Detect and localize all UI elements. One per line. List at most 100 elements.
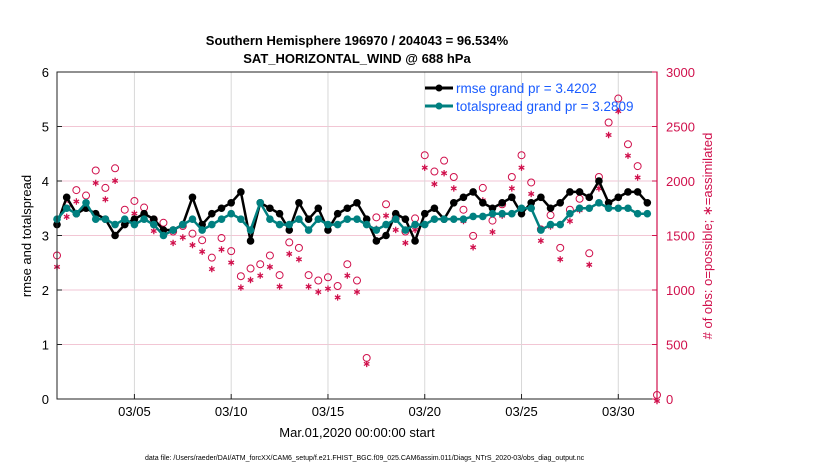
possible-obs-marker	[585, 249, 594, 258]
obs-count-markers	[53, 94, 661, 405]
assimilated-obs-marker	[257, 272, 264, 279]
possible-obs-marker	[294, 243, 303, 252]
y-tick-label: 1	[42, 338, 49, 353]
assimilated-obs-marker	[324, 285, 332, 292]
assimilated-obs-marker	[111, 177, 119, 184]
series-point	[208, 220, 216, 229]
series-point	[585, 193, 594, 202]
assimilated-obs-marker	[276, 283, 283, 290]
assimilated-obs-marker	[63, 213, 70, 220]
series-point	[353, 215, 361, 223]
possible-obs-marker	[304, 271, 313, 280]
series-point	[604, 199, 613, 207]
x-tick-label: 03/10	[215, 404, 248, 419]
y2-tick-label: 2500	[666, 120, 695, 135]
series-point	[62, 193, 71, 202]
series-point	[101, 215, 110, 223]
chart-subtitle: SAT_HORIZONTAL_WIND @ 688 hPa	[243, 51, 471, 66]
series-point	[256, 199, 265, 207]
series-point	[430, 215, 439, 223]
series-point	[391, 215, 400, 223]
series-point	[246, 226, 255, 234]
assimilated-obs-marker	[634, 174, 641, 181]
possible-obs-marker	[120, 205, 129, 214]
series-point	[488, 204, 497, 213]
possible-obs-marker	[469, 231, 478, 240]
series-point	[314, 204, 323, 213]
assimilated-obs-marker	[528, 190, 535, 198]
possible-obs-marker	[275, 271, 284, 280]
series-point	[130, 220, 139, 229]
possible-obs-marker	[507, 173, 516, 181]
series-point	[72, 209, 81, 218]
series-point	[604, 204, 613, 213]
series-point	[440, 215, 448, 223]
metric-lines	[53, 177, 652, 245]
assimilated-obs-marker	[102, 196, 109, 203]
assimilated-obs-marker	[431, 180, 438, 188]
series-point	[295, 215, 303, 223]
possible-obs-marker	[314, 276, 323, 285]
y-tick-label: 5	[42, 120, 49, 135]
assimilated-obs-marker	[402, 239, 409, 247]
series-point	[401, 215, 410, 223]
assimilated-obs-marker	[170, 239, 177, 247]
series-point	[401, 226, 410, 234]
assimilated-obs-marker	[615, 107, 622, 115]
series-point	[633, 209, 642, 218]
series-point	[111, 231, 119, 240]
series-point	[488, 209, 497, 218]
y-tick-label: 6	[42, 65, 49, 80]
x-tick-label: 03/15	[312, 404, 345, 419]
series-point	[149, 215, 158, 223]
y-tick-label: 4	[42, 174, 49, 189]
legend: rmse grand pr = 3.4202 totalspread grand…	[425, 81, 634, 114]
possible-obs-marker	[623, 140, 632, 149]
series-point	[198, 226, 206, 234]
assimilated-obs-marker	[363, 360, 370, 368]
series-point	[208, 209, 216, 218]
series-point	[575, 204, 584, 213]
possible-obs-marker	[285, 238, 294, 247]
series-point	[237, 188, 245, 196]
assimilated-obs-marker	[508, 185, 515, 192]
series-point	[595, 177, 603, 185]
possible-obs-marker	[575, 194, 584, 203]
series-point	[420, 220, 429, 229]
series-point	[479, 212, 487, 221]
series-point	[546, 220, 555, 229]
possible-obs-marker	[440, 156, 449, 165]
series-point	[517, 209, 526, 218]
legend-spread-marker	[435, 102, 443, 110]
chart-title: Southern Hemisphere 196970 / 204043 = 96…	[206, 33, 509, 48]
possible-obs-marker	[159, 218, 168, 227]
series-point	[140, 209, 148, 218]
x-axis-label: Mar.01,2020 00:00:00 start	[279, 425, 435, 440]
series-point	[508, 193, 516, 202]
assimilated-obs-marker	[624, 152, 632, 159]
series-point	[285, 226, 294, 234]
series-point	[459, 215, 468, 223]
possible-obs-marker	[91, 166, 100, 175]
possible-obs-marker	[323, 273, 332, 282]
series-point	[140, 215, 148, 223]
assimilated-obs-marker	[489, 228, 496, 236]
possible-obs-marker	[604, 118, 613, 127]
assimilated-obs-marker	[421, 164, 428, 171]
assimilated-obs-marker	[450, 185, 457, 192]
assimilated-obs-marker	[566, 217, 574, 225]
series-point	[643, 209, 652, 218]
series-point	[91, 215, 100, 223]
x-tick-label: 03/30	[602, 404, 635, 419]
series-point	[343, 204, 352, 213]
assimilated-obs-marker	[247, 276, 254, 284]
assimilated-obs-marker	[557, 256, 564, 263]
series-point	[82, 199, 90, 207]
possible-obs-marker	[130, 196, 139, 205]
series-point	[227, 209, 235, 218]
possible-obs-marker	[72, 186, 81, 195]
series-point	[372, 226, 381, 234]
possible-obs-marker	[362, 353, 371, 362]
